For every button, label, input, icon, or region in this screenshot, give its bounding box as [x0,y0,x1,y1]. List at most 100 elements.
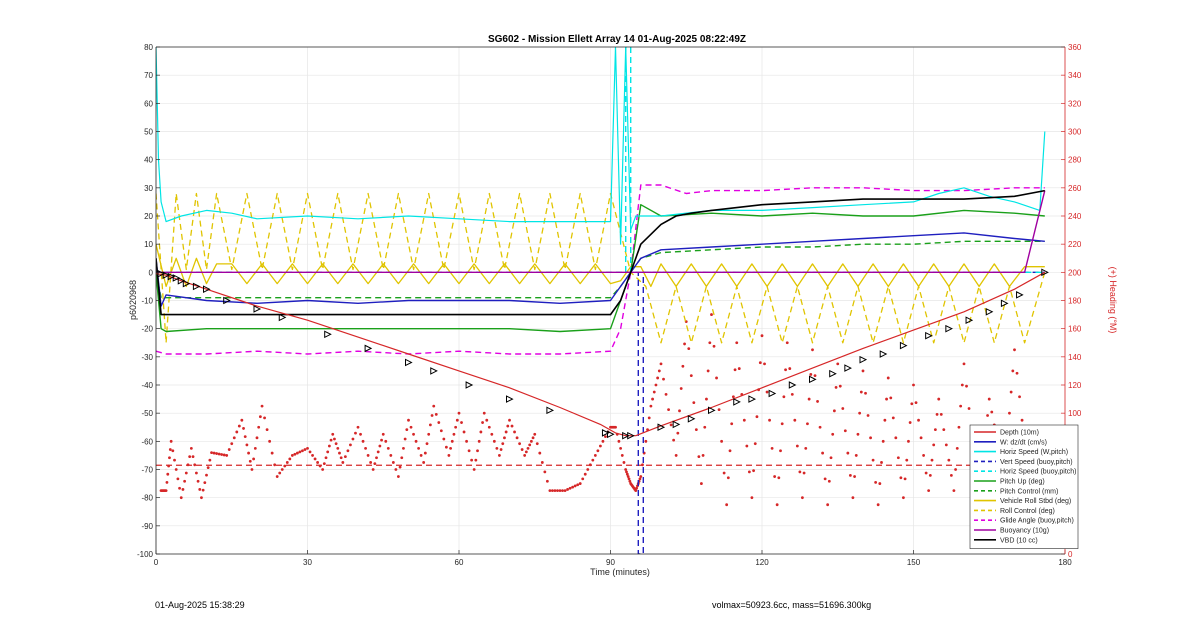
heading-point [715,376,718,380]
heading-point [235,430,239,434]
heading-point [174,468,178,471]
heading-point [701,454,705,457]
heading-point [841,407,845,410]
heading-point [303,448,307,451]
heading-point [656,376,660,380]
heading-point [784,368,787,372]
heading-point [856,432,860,436]
heading-point [341,461,345,464]
heading-point [674,454,678,457]
heading-point [795,444,799,448]
right-y-tick-label: 340 [1068,71,1082,80]
heading-point [566,488,569,491]
heading-point [191,455,195,458]
heading-point [932,443,936,447]
heading-point [710,313,713,316]
legend-entry: Buoyancy (10g) [1000,528,1049,535]
heading-point [883,418,887,422]
heading-point [628,479,632,483]
heading-point [394,468,398,471]
heading-point [482,411,486,415]
heading-point [816,400,819,403]
heading-point [806,422,809,426]
heading-point [586,468,590,471]
heading-point [782,395,786,399]
x-tick-label: 0 [154,558,159,567]
depth-marker [192,282,201,291]
x-tick-label: 180 [1058,558,1072,567]
heading-point [198,488,202,491]
heading-point [450,439,454,443]
heading-point [780,422,784,426]
right-y-tick-label: 240 [1068,212,1082,221]
heading-point [361,439,365,443]
heading-point [430,414,434,417]
heading-point [635,486,638,490]
heading-point [288,457,292,461]
heading-point [442,437,446,441]
heading-point [237,424,241,428]
heading-point [622,461,626,464]
heading-point [164,489,168,493]
heading-point [683,342,686,346]
heading-point [821,451,824,455]
heading-point [477,439,481,443]
heading-point [412,432,415,436]
heading-point [728,449,732,453]
y-tick-label: -90 [141,522,153,531]
heading-point [168,448,172,451]
depth-marker [1041,268,1049,277]
heading-point [827,479,831,483]
y-tick-label: 70 [144,71,153,80]
heading-point [447,454,451,457]
heading-point [558,489,562,493]
heading-point [425,442,429,446]
y-axis-label: p6020968 [128,280,138,320]
heading-point [331,432,335,436]
legend-entry: Pitch Up (deg) [1000,479,1045,486]
heading-point [414,439,418,443]
legend-entry: Roll Control (deg) [1000,508,1055,515]
depth-marker [788,381,797,389]
heading-point [520,448,524,451]
heading-point [364,446,367,450]
heading-point [351,437,355,441]
heading-point [510,424,514,428]
depth-marker [899,341,908,350]
depth-marker [157,269,166,278]
series-layer [156,47,1065,554]
y-tick-label: -60 [141,437,153,446]
right-y-tick-label: 100 [1068,409,1082,418]
heading-point [708,341,712,345]
heading-point [763,362,766,366]
heading-point [717,408,721,412]
heading-point [804,446,808,450]
depth-marker [607,430,615,439]
heading-point [205,473,208,477]
heading-point [336,446,340,450]
heading-point [548,489,552,493]
heading-point [465,439,468,443]
depth-marker [748,395,757,403]
depth-marker [925,331,933,340]
heading-point [853,475,856,478]
heading-point [171,449,175,453]
heading-point [444,445,448,449]
depth-marker [506,395,514,403]
heading-point [371,468,375,471]
depth-marker [253,305,262,313]
depth-marker [829,369,837,378]
heading-point [596,449,600,453]
right-y-tick-label: 260 [1068,184,1082,193]
heading-point [556,489,559,493]
heading-point [1020,418,1024,422]
heading-point [742,418,746,422]
heading-point [529,439,533,443]
heading-point [470,458,474,462]
heading-point [869,436,872,440]
heading-point [1011,369,1015,373]
heading-point [896,456,900,460]
heading-point [578,482,582,485]
heading-point [861,369,865,373]
heading-point [957,425,961,429]
